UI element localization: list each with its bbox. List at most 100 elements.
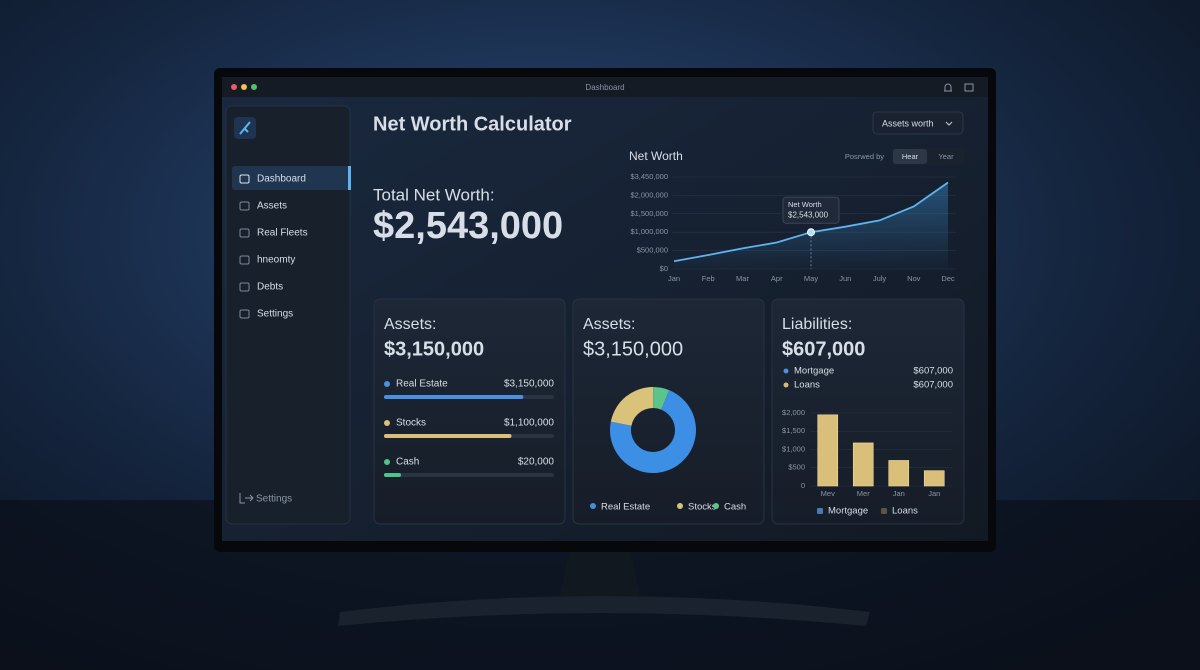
item-amount: $20,000 (518, 457, 555, 468)
legend-dot (590, 503, 596, 509)
legend-label: Real Estate (601, 502, 650, 513)
card-title: Assets: (384, 316, 436, 333)
item-amount: $1,100,000 (504, 418, 554, 429)
card-total: $607,000 (782, 338, 865, 360)
window-maximize[interactable] (251, 84, 257, 90)
dropdown[interactable] (872, 111, 964, 135)
window-close[interactable] (231, 84, 237, 90)
progress-bar (384, 434, 512, 438)
y-tick-label: $1,500 (782, 426, 805, 435)
card-total: $3,150,000 (384, 338, 484, 360)
progress-bar (384, 473, 401, 477)
monitor-base (338, 596, 870, 626)
dropdown-label[interactable]: Assets worth (882, 118, 934, 128)
legend-dot (384, 420, 390, 426)
x-tick-label: July (873, 274, 887, 283)
x-tick-label: Jan (928, 489, 940, 498)
item-name: Cash (396, 457, 419, 468)
folder-icon[interactable] (964, 83, 974, 92)
nav-item[interactable]: Settings (257, 309, 293, 320)
pie-slice (609, 390, 696, 473)
nav-icon (239, 174, 250, 184)
legend-label: Cash (724, 502, 746, 513)
pie-slice (610, 386, 654, 426)
toggle-label: Posrwed by (845, 152, 884, 161)
nav-item[interactable]: Debts (257, 282, 283, 293)
toggle-option[interactable]: Hear (902, 152, 919, 161)
y-tick-label: 0 (801, 481, 805, 490)
tooltip-text: $2,543,000 (788, 210, 829, 219)
y-tick-label: $1,500,000 (630, 209, 668, 218)
logout-icon (239, 493, 254, 504)
item-name: Mortgage (794, 366, 834, 377)
tooltip (782, 196, 840, 224)
window-minimize[interactable] (241, 84, 247, 90)
x-tick-label: Mer (857, 489, 870, 498)
legend-label: Stocks (688, 502, 717, 513)
net-worth-value: $2,543,000 (373, 205, 563, 247)
nav-item[interactable]: Real Fleets (257, 228, 308, 239)
tooltip-title: Net Worth (788, 200, 822, 209)
page-title: Net Worth Calculator (373, 113, 572, 135)
nav-footer[interactable]: Settings (256, 494, 292, 505)
bar (852, 442, 874, 487)
legend-swatch (881, 508, 887, 514)
nav-icon (239, 255, 250, 265)
net-worth-label: Total Net Worth: (373, 185, 495, 204)
nav-icon (239, 282, 250, 292)
x-tick-label: Apr (771, 274, 783, 283)
toggle-option[interactable]: Year (938, 152, 954, 161)
item-name: Stocks (396, 418, 426, 429)
nav-item[interactable]: Assets (257, 201, 287, 212)
y-tick-label: $1,000,000 (630, 227, 668, 236)
title-bar (222, 77, 988, 97)
nav-icon (239, 309, 250, 319)
bar (817, 414, 839, 487)
item-amount: $3,150,000 (504, 379, 554, 390)
legend-label: Loans (892, 506, 918, 517)
card-title: Liabilities: (782, 316, 852, 333)
nav-icon (239, 228, 250, 238)
y-tick-label: $3,450,000 (630, 172, 668, 181)
legend-dot (384, 459, 390, 465)
legend-dot (713, 503, 719, 509)
nav-active-bar (348, 166, 351, 190)
y-tick-label: $1,000 (782, 444, 805, 453)
item-amount: $607,000 (913, 366, 953, 377)
nav-item[interactable]: hneomty (257, 255, 295, 266)
card-title: Assets: (583, 316, 635, 333)
item-name: Real Estate (396, 379, 448, 390)
y-tick-label: $0 (660, 264, 668, 273)
monitor-neck (560, 548, 640, 596)
card-total: $3,150,000 (583, 338, 683, 360)
nav: Dashboard Assets Real Fleets hneomty Debts Se… (239, 174, 308, 320)
legend-swatch (817, 508, 823, 514)
x-tick-label: Mev (821, 489, 835, 498)
bar (888, 460, 910, 487)
legend-dot (783, 382, 789, 388)
toggle-active (893, 149, 927, 164)
legend-label: Mortgage (828, 506, 868, 517)
nav-icon (239, 201, 250, 211)
y-tick-label: $2,000 (782, 408, 805, 417)
y-tick-label: $2,000,000 (630, 190, 668, 199)
nav-active (232, 166, 350, 190)
x-tick-label: Mar (736, 274, 749, 283)
dropdown-caret (945, 121, 953, 126)
x-tick-label: Dec (941, 274, 955, 283)
chart-title: Net Worth (629, 149, 683, 163)
legend-dot (384, 381, 390, 387)
item-name: Loans (794, 380, 820, 391)
legend-dot (677, 503, 683, 509)
legend-dot (783, 368, 789, 374)
nav-item[interactable]: Dashboard (257, 174, 306, 185)
assets-card (373, 298, 566, 525)
hover-point (807, 228, 815, 237)
y-tick-label: $500,000 (637, 246, 668, 255)
y-tick-label: $500 (788, 463, 805, 472)
area (674, 182, 948, 269)
notification-icon[interactable] (944, 83, 952, 92)
pie-slice (653, 387, 670, 410)
progress-bar (384, 395, 524, 399)
